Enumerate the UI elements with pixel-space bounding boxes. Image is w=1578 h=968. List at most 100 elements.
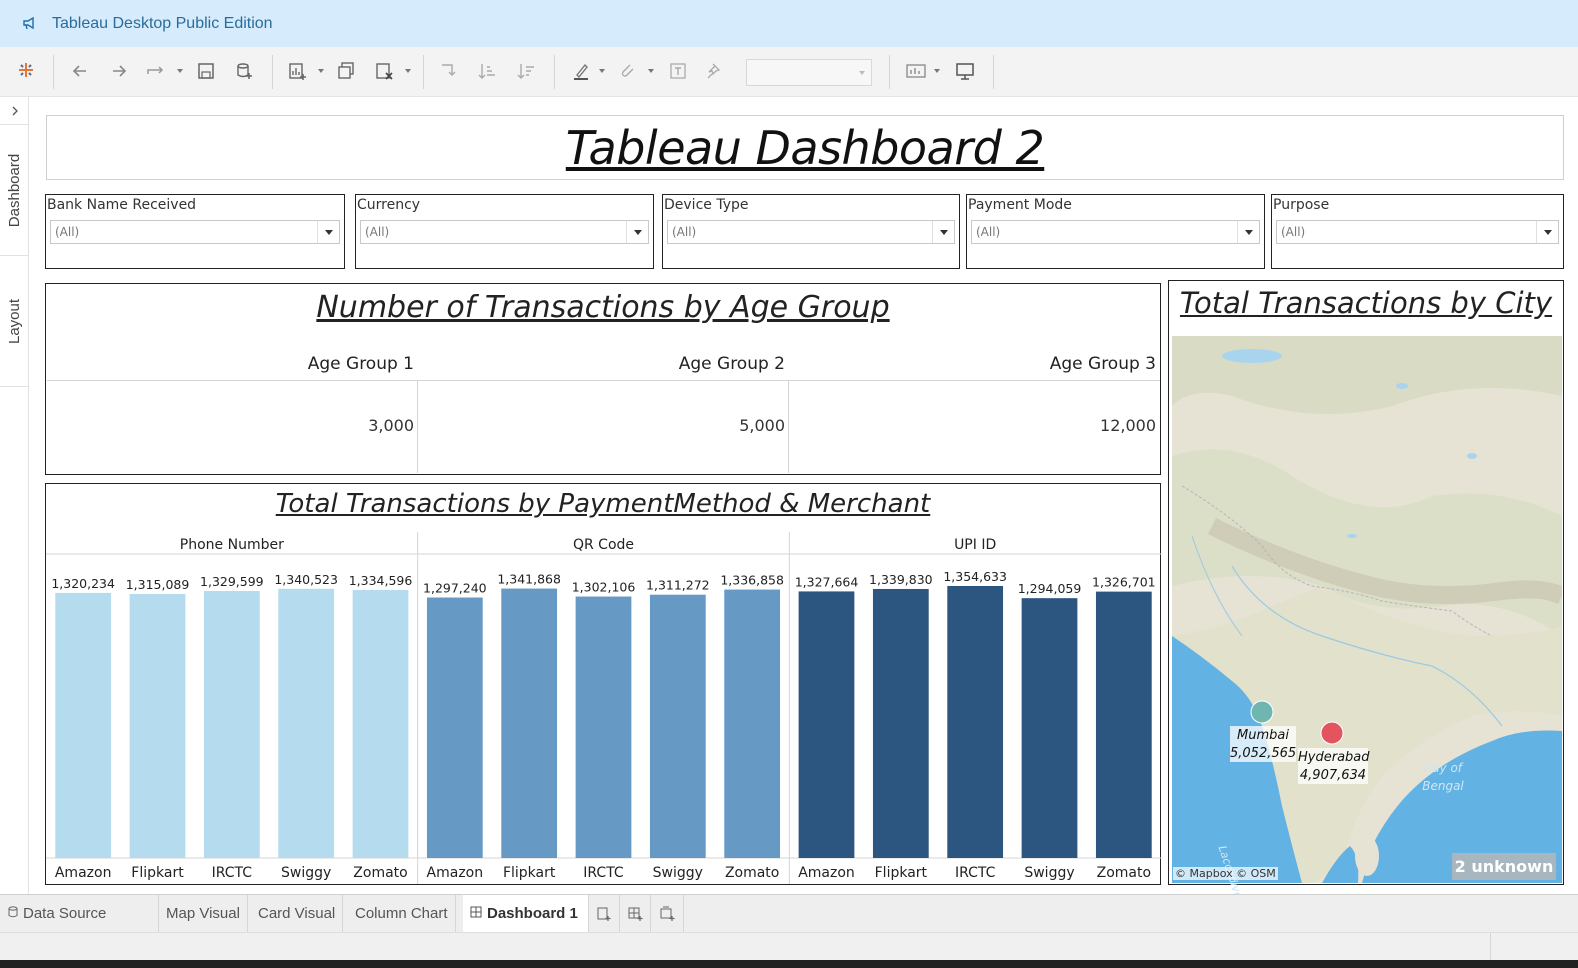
city-marker-mumbai[interactable]	[1250, 700, 1274, 724]
age-group-value: 12,000	[1100, 416, 1156, 435]
series-header: QR Code	[573, 537, 634, 553]
expand-panel-chevron-icon[interactable]	[0, 97, 29, 125]
filter-dropdown[interactable]: (All)	[360, 220, 649, 244]
category-label: Flipkart	[503, 865, 556, 881]
sea-label: Bay of Bengal	[1408, 759, 1478, 795]
category-label: Amazon	[427, 865, 484, 881]
bar	[872, 588, 929, 858]
tab-dashboard-pane[interactable]: Dashboard	[0, 126, 29, 256]
city-name: Mumbai	[1237, 728, 1289, 743]
tab-layout-pane[interactable]: Layout	[0, 257, 29, 387]
bar-value-label: 1,327,664	[795, 574, 859, 589]
highlight-icon[interactable]	[571, 61, 591, 83]
filter-dropdown[interactable]: (All)	[971, 220, 1260, 244]
bar	[798, 591, 855, 858]
age-panel-title: Number of Transactions by Age Group	[316, 290, 890, 325]
tableau-logo-icon[interactable]	[17, 61, 35, 83]
dropdown-arrow-icon[interactable]	[1237, 221, 1259, 243]
filter-label: Purpose	[1273, 197, 1330, 213]
tab-layout-pane-label: Layout	[6, 298, 24, 345]
category-label: Flipkart	[131, 865, 184, 881]
group-members-icon[interactable]	[617, 61, 637, 83]
replay-icon[interactable]	[145, 61, 167, 83]
sort-descending-icon[interactable]	[516, 61, 536, 83]
bar-value-label: 1,311,272	[646, 578, 710, 593]
taskbar-edge	[0, 960, 1578, 968]
bar	[352, 590, 409, 858]
tab-map-visual[interactable]: Map Visual	[159, 895, 248, 933]
tab-dashboard-1[interactable]: Dashboard 1	[463, 895, 589, 933]
filter-value: (All)	[976, 225, 1001, 239]
dashboard-title-box: Tableau Dashboard 2	[46, 115, 1564, 180]
new-dashboard-tab-icon[interactable]	[620, 895, 651, 933]
fit-dropdown[interactable]	[746, 59, 872, 86]
map-credit[interactable]: © Mapbox © OSM	[1173, 867, 1278, 880]
filter-dropdown[interactable]: (All)	[1276, 220, 1559, 244]
bar-value-label: 1,341,868	[497, 572, 561, 587]
tab-label: Card Visual	[258, 905, 336, 922]
filter-dropdown[interactable]: (All)	[667, 220, 955, 244]
bar-value-label: 1,302,106	[572, 580, 636, 595]
sort-ascending-icon[interactable]	[477, 61, 497, 83]
city-name: Hyderabad	[1298, 750, 1370, 765]
filter-value: (All)	[1281, 225, 1306, 239]
new-worksheet-icon[interactable]	[287, 61, 307, 83]
title-bar: Tableau Desktop Public Edition	[0, 0, 1578, 47]
bar-value-label: 1,315,089	[126, 577, 190, 592]
city-label-hyderabad: Hyderabad 4,907,634	[1298, 749, 1370, 785]
dashboard-title: Tableau Dashboard 2	[565, 121, 1045, 175]
dropdown-arrow-icon[interactable]	[932, 221, 954, 243]
filter-value: (All)	[365, 225, 390, 239]
bar-value-label: 1,334,596	[349, 573, 413, 588]
dropdown-arrow-icon[interactable]	[626, 221, 648, 243]
category-label: IRCTC	[955, 865, 996, 881]
filter-label: Bank Name Received	[47, 197, 197, 213]
filter-label: Currency	[357, 197, 421, 213]
show-me-icon[interactable]	[905, 61, 927, 83]
sea-label-line: Bengal	[1422, 779, 1464, 793]
category-label: Swiggy	[281, 865, 331, 881]
unknown-locations-badge[interactable]: 2 unknown	[1452, 853, 1556, 880]
bar	[649, 594, 706, 858]
pin-icon[interactable]	[705, 61, 725, 83]
save-icon[interactable]	[196, 61, 216, 83]
duplicate-sheet-icon[interactable]	[336, 61, 356, 83]
age-group-header: Age Group 1	[307, 354, 414, 374]
bar-value-label: 1,336,858	[720, 573, 784, 588]
filter-value: (All)	[672, 225, 697, 239]
redo-icon[interactable]	[109, 61, 129, 83]
sea-label-line: Bay of	[1423, 761, 1463, 775]
sheet-tab-bar: Data Source Map Visual Card Visual Colum…	[0, 894, 1578, 933]
bar-value-label: 1,294,059	[1018, 581, 1082, 596]
new-worksheet-tab-icon[interactable]	[589, 895, 620, 933]
toolbar	[0, 47, 1578, 97]
tab-column-chart[interactable]: Column Chart	[348, 895, 456, 933]
bar-chart: Phone Number 1,320,234 Amazon 1,315,089 Flip…	[46, 532, 1161, 884]
dropdown-arrow-icon[interactable]	[317, 221, 339, 243]
new-datasource-icon[interactable]	[234, 61, 254, 83]
tab-dashboard-pane-label: Dashboard	[6, 153, 24, 228]
undo-icon[interactable]	[70, 61, 90, 83]
filter-dropdown[interactable]: (All)	[50, 220, 340, 244]
clear-sheet-icon[interactable]	[374, 61, 394, 83]
presentation-mode-icon[interactable]	[955, 61, 975, 83]
age-group-header: Age Group 2	[678, 354, 785, 374]
filter-currency: Currency (All)	[355, 194, 654, 269]
tab-data-source[interactable]: Data Source	[0, 895, 159, 933]
dropdown-arrow-icon[interactable]	[1536, 221, 1558, 243]
series-header: Phone Number	[180, 537, 284, 553]
city-marker-hyderabad[interactable]	[1320, 721, 1344, 745]
category-label: Swiggy	[653, 865, 703, 881]
new-story-tab-icon[interactable]	[651, 895, 684, 933]
swap-axes-icon[interactable]	[438, 61, 458, 83]
tab-label: Map Visual	[166, 905, 240, 922]
tab-card-visual[interactable]: Card Visual	[251, 895, 344, 933]
age-group-value: 5,000	[739, 416, 785, 435]
bar	[1021, 598, 1078, 858]
age-group-header: Age Group 3	[1049, 354, 1156, 374]
filter-bank-name: Bank Name Received (All)	[45, 194, 345, 269]
filter-payment-mode: Payment Mode (All)	[966, 194, 1265, 269]
bar	[278, 588, 335, 858]
show-mark-labels-icon[interactable]	[668, 61, 688, 83]
bar	[203, 591, 260, 858]
